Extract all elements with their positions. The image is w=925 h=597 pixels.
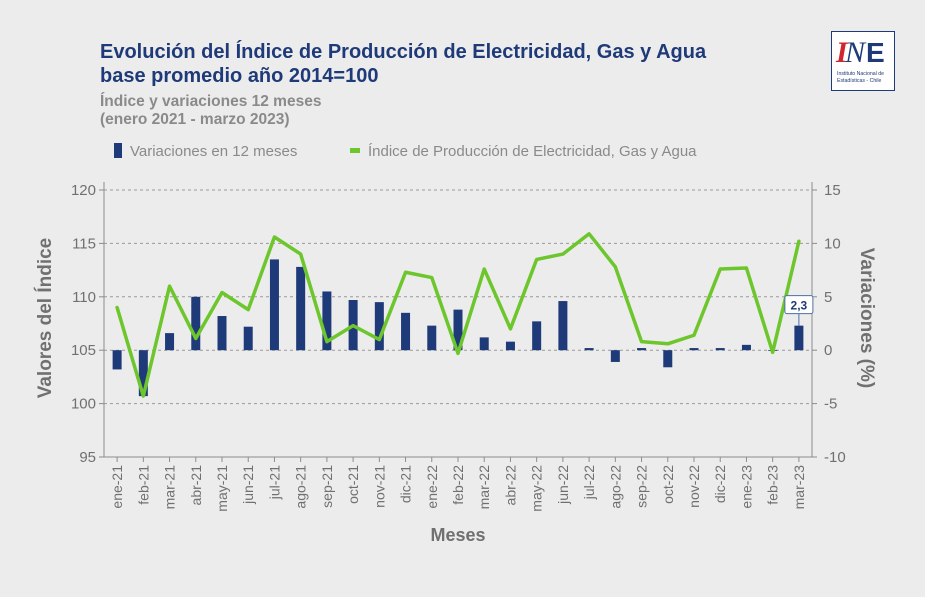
bar xyxy=(715,348,725,351)
x-tick-label: nov-22 xyxy=(686,465,702,508)
x-tick-label: abr-22 xyxy=(502,465,518,506)
legend-item-line: Índice de Producción de Electricidad, Ga… xyxy=(350,143,697,160)
logo-caption-2: Estadísticas - Chile xyxy=(837,78,882,84)
y-tick-label: 100 xyxy=(71,396,96,413)
bar xyxy=(479,337,489,351)
x-tick-label: sep-22 xyxy=(634,465,650,508)
ine-logo-icon: I N E Instituto Nacional de Estadísticas… xyxy=(835,36,885,84)
line-series xyxy=(115,232,801,398)
index-line xyxy=(115,232,801,398)
bar xyxy=(741,344,751,351)
y-tick-label: 105 xyxy=(71,342,96,359)
y2-axis-label: Variaciones (%) xyxy=(856,248,877,388)
title-line-2: base promedio año 2014=100 xyxy=(100,65,379,87)
svg-text:I: I xyxy=(835,36,849,69)
x-tick-label: dic-22 xyxy=(712,465,728,503)
x-axis-label: Meses xyxy=(430,525,485,545)
x-tick-label: nov-21 xyxy=(371,465,387,508)
bar xyxy=(610,350,620,362)
legend-bar-swatch xyxy=(114,143,122,158)
svg-text:E: E xyxy=(866,37,885,68)
chart-subtitle: Índice y variaciones 12 meses (enero 202… xyxy=(100,93,321,129)
x-tick-label: ene-23 xyxy=(738,465,754,509)
bar xyxy=(374,302,384,351)
subtitle-line-1: Índice y variaciones 12 meses xyxy=(100,93,322,110)
x-tick-label: ago-22 xyxy=(607,465,623,509)
x-tick-label: feb-23 xyxy=(765,465,781,505)
y-axis-label: Valores del Índice xyxy=(34,238,56,399)
bar xyxy=(558,301,568,351)
y-tick-label: 110 xyxy=(72,289,96,306)
bar xyxy=(689,348,699,351)
legend-line-swatch xyxy=(350,148,360,153)
title-line-1: Evolución del Índice de Producción de El… xyxy=(100,41,707,63)
x-tick-label: ene-21 xyxy=(109,465,125,509)
y2-tick-label: -5 xyxy=(824,396,837,413)
chart-title: Evolución del Índice de Producción de El… xyxy=(100,40,706,88)
annotation-label: 2,3 xyxy=(791,299,808,313)
x-tick-label: jun-22 xyxy=(555,465,571,505)
bar xyxy=(453,309,463,351)
x-tick-label: jul-22 xyxy=(581,465,597,500)
x-tick-label: feb-22 xyxy=(450,465,466,505)
legend-item-bars: Variaciones en 12 meses xyxy=(114,143,297,160)
bar xyxy=(191,296,201,351)
y2-tick-label: -10 xyxy=(824,449,846,466)
bar xyxy=(165,333,175,351)
bar xyxy=(269,259,279,351)
bar xyxy=(505,341,515,351)
axes xyxy=(99,182,817,462)
y2-tick-label: 15 xyxy=(824,182,841,199)
bar xyxy=(243,326,253,351)
legend-line-label: Índice de Producción de Electricidad, Ga… xyxy=(368,143,697,160)
y2-tick-label: 0 xyxy=(824,342,832,359)
x-tick-label: jul-21 xyxy=(266,465,282,500)
x-tick-label: ene-22 xyxy=(424,465,440,509)
x-tick-label: jun-21 xyxy=(240,465,256,505)
bar xyxy=(296,266,306,351)
bar xyxy=(637,348,647,351)
bar xyxy=(427,325,437,351)
bar xyxy=(138,350,148,397)
x-tick-label: may-21 xyxy=(214,465,230,512)
annotations: 2,3 xyxy=(784,295,814,326)
x-tick-label: sep-21 xyxy=(319,465,335,508)
y-tick-label: 95 xyxy=(79,449,96,466)
bar xyxy=(322,291,332,351)
bar xyxy=(401,312,411,351)
x-tick-label: mar-21 xyxy=(162,465,178,510)
x-tick-label: ago-21 xyxy=(293,465,309,509)
bar xyxy=(217,316,227,351)
bar xyxy=(794,325,804,351)
x-tick-label: dic-21 xyxy=(398,465,414,503)
svg-text:N: N xyxy=(844,36,867,69)
bar xyxy=(532,321,542,351)
tick-labels: 95 100 105 110 115 120 -10 -5 0 5 10 15 ene-21 feb-21… xyxy=(71,182,846,512)
subtitle-line-2: (enero 2021 - marzo 2023) xyxy=(100,111,290,128)
x-tick-label: may-22 xyxy=(529,465,545,512)
bar xyxy=(663,350,673,368)
annotation-box xyxy=(784,295,814,315)
bar xyxy=(584,348,594,351)
y2-tick-label: 10 xyxy=(824,235,841,252)
logo-caption-1: Instituto Nacional de xyxy=(837,71,884,77)
legend-bar-label: Variaciones en 12 meses xyxy=(130,143,298,160)
x-tick-label: mar-23 xyxy=(791,465,807,510)
bar xyxy=(112,350,122,370)
ine-logo: I N E Instituto Nacional de Estadísticas… xyxy=(831,31,895,91)
y-tick-label: 120 xyxy=(71,182,96,199)
x-tick-label: feb-21 xyxy=(135,465,151,505)
y-tick-label: 115 xyxy=(72,235,96,252)
x-tick-label: oct-22 xyxy=(660,465,676,504)
x-tick-label: abr-21 xyxy=(188,465,204,506)
x-tick-label: oct-21 xyxy=(345,465,361,504)
x-tick-label: mar-22 xyxy=(476,465,492,510)
y2-tick-label: 5 xyxy=(824,289,832,306)
bar-series xyxy=(112,259,804,397)
